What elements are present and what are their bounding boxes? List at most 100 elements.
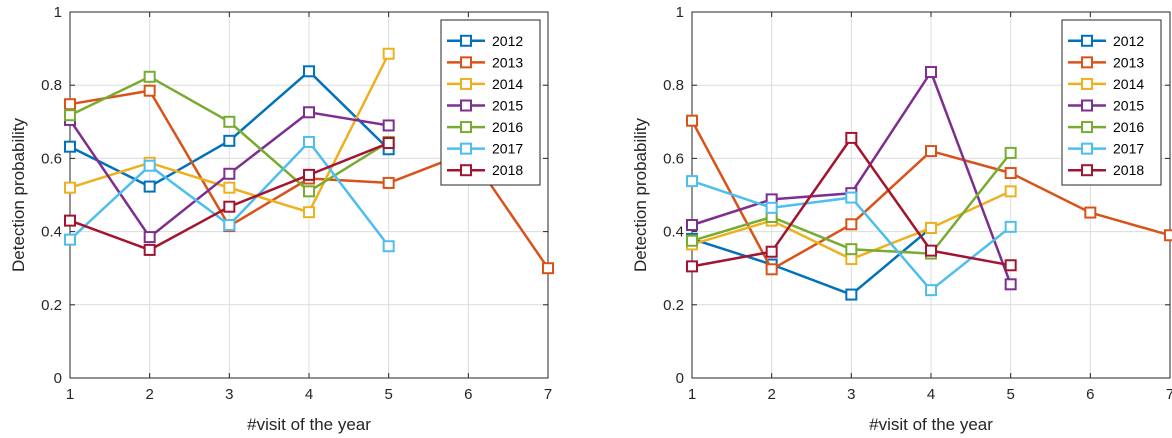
legend-label-2014: 2014: [492, 76, 523, 92]
data-point-2018: [64, 214, 76, 227]
y-tick-label: 0: [676, 370, 684, 387]
data-point-2014: [64, 181, 76, 194]
data-point-2015: [686, 219, 698, 232]
legend-marker-2018: [460, 164, 472, 177]
data-point-2018: [925, 244, 937, 257]
data-point-2013: [382, 176, 395, 189]
y-tick-label: 0.2: [663, 297, 684, 314]
data-point-2016: [64, 109, 76, 122]
data-point-2014: [1004, 185, 1017, 198]
data-point-2018: [143, 243, 156, 256]
data-point-2018: [382, 137, 395, 150]
data-point-2017: [223, 219, 236, 232]
data-point-2013: [1084, 206, 1097, 219]
x-tick-label: 6: [1086, 386, 1094, 403]
chart-2: 1 2 3 4 5 6 7 0 0.2 0.4 0.6 0.8 1 #visit of the year D…: [631, 4, 1172, 434]
data-point-2014: [925, 221, 937, 234]
y-tick-label: 0.6: [41, 150, 62, 167]
x-tick-label: 5: [1006, 386, 1014, 403]
y-tick-label: 0.6: [663, 150, 684, 167]
legend-label-2013: 2013: [1113, 54, 1144, 70]
data-point-2015: [223, 167, 236, 180]
data-point-2013: [143, 84, 156, 97]
legend-marker-2015: [1081, 99, 1093, 112]
data-point-2016: [143, 70, 156, 83]
legend-label-2016: 2016: [492, 119, 523, 135]
legend-marker-2017: [460, 142, 472, 155]
legend-marker-2012: [1081, 34, 1093, 47]
legend-marker-2012: [460, 34, 472, 47]
y-tick-label: 1: [676, 4, 684, 21]
legend-marker-2018: [1081, 164, 1093, 177]
data-point-2013: [542, 262, 554, 275]
x-tick-label: 1: [66, 386, 74, 403]
x-tick-label: 4: [305, 386, 313, 403]
legend-marker-2014: [1081, 77, 1093, 90]
data-point-2015: [143, 231, 156, 244]
data-point-2012: [845, 288, 858, 301]
x-tick-label: 5: [384, 386, 392, 403]
data-point-2015: [1004, 278, 1017, 291]
x-axis-label: #visit of the year: [869, 415, 993, 434]
legend: 2012 2013 2014 2015 2016 2017 2018: [1061, 19, 1162, 186]
data-point-2013: [1004, 167, 1017, 180]
x-tick-label: 4: [927, 386, 935, 403]
legend-label-2015: 2015: [492, 98, 523, 114]
legend-box: [440, 19, 541, 186]
data-point-2017: [845, 191, 858, 204]
data-point-2014: [303, 206, 315, 219]
data-point-2017: [1004, 220, 1017, 233]
series-line-2012: [691, 226, 932, 296]
chart-1: 1 2 3 4 5 6 7 0 0.2 0.4 0.6 0.8 1 #visit of the year D…: [9, 4, 554, 434]
y-tick-label: 0: [54, 370, 62, 387]
y-tick-label: 0.4: [41, 224, 62, 241]
y-axis-label: Detection probability: [9, 117, 28, 272]
data-point-2017: [382, 240, 395, 253]
data-point-2013: [765, 263, 778, 276]
data-point-2018: [765, 245, 778, 258]
data-point-2017: [925, 284, 937, 297]
legend-marker-2016: [1081, 121, 1093, 134]
data-point-2017: [686, 175, 698, 188]
legend-label-2018: 2018: [1113, 162, 1144, 178]
legend-label-2014: 2014: [1113, 76, 1144, 92]
y-tick-label: 1: [54, 4, 62, 21]
data-point-2018: [686, 260, 698, 273]
x-tick-label: 2: [145, 386, 153, 403]
data-point-2013: [64, 98, 76, 111]
legend-label-2012: 2012: [1113, 33, 1144, 49]
data-point-2014: [845, 253, 858, 266]
legend-label-2016: 2016: [1113, 119, 1144, 135]
data-point-2016: [686, 234, 698, 247]
data-point-2012: [143, 180, 156, 193]
legend-marker-2014: [460, 77, 472, 90]
data-point-2017: [303, 135, 315, 148]
legend-label-2012: 2012: [492, 33, 523, 49]
data-point-2015: [382, 119, 395, 132]
legend-marker-2017: [1081, 142, 1093, 155]
data-point-2017: [143, 159, 156, 172]
data-point-2012: [223, 134, 236, 147]
x-tick-label: 7: [544, 386, 552, 403]
x-tick-label: 3: [225, 386, 233, 403]
legend: 2012 2013 2014 2015 2016 2017 2018: [440, 19, 541, 186]
data-point-2018: [1004, 259, 1017, 272]
legend-label-2013: 2013: [492, 54, 523, 70]
x-tick-label: 6: [464, 386, 472, 403]
data-point-2012: [64, 140, 76, 153]
legend-label-2018: 2018: [492, 162, 523, 178]
data-point-2015: [303, 106, 315, 119]
data-point-2014: [382, 47, 395, 60]
legend-label-2015: 2015: [1113, 98, 1144, 114]
data-point-2017: [765, 201, 778, 214]
data-point-2014: [223, 181, 236, 194]
data-point-2018: [223, 200, 236, 213]
data-point-2016: [303, 185, 315, 198]
legend-label-2017: 2017: [492, 141, 523, 157]
data-point-2017: [64, 233, 76, 246]
y-tick-label: 0.8: [41, 77, 62, 94]
data-layer: [686, 66, 1172, 301]
y-tick-label: 0.8: [663, 77, 684, 94]
legend-marker-2013: [460, 56, 472, 69]
data-point-2013: [686, 114, 698, 127]
